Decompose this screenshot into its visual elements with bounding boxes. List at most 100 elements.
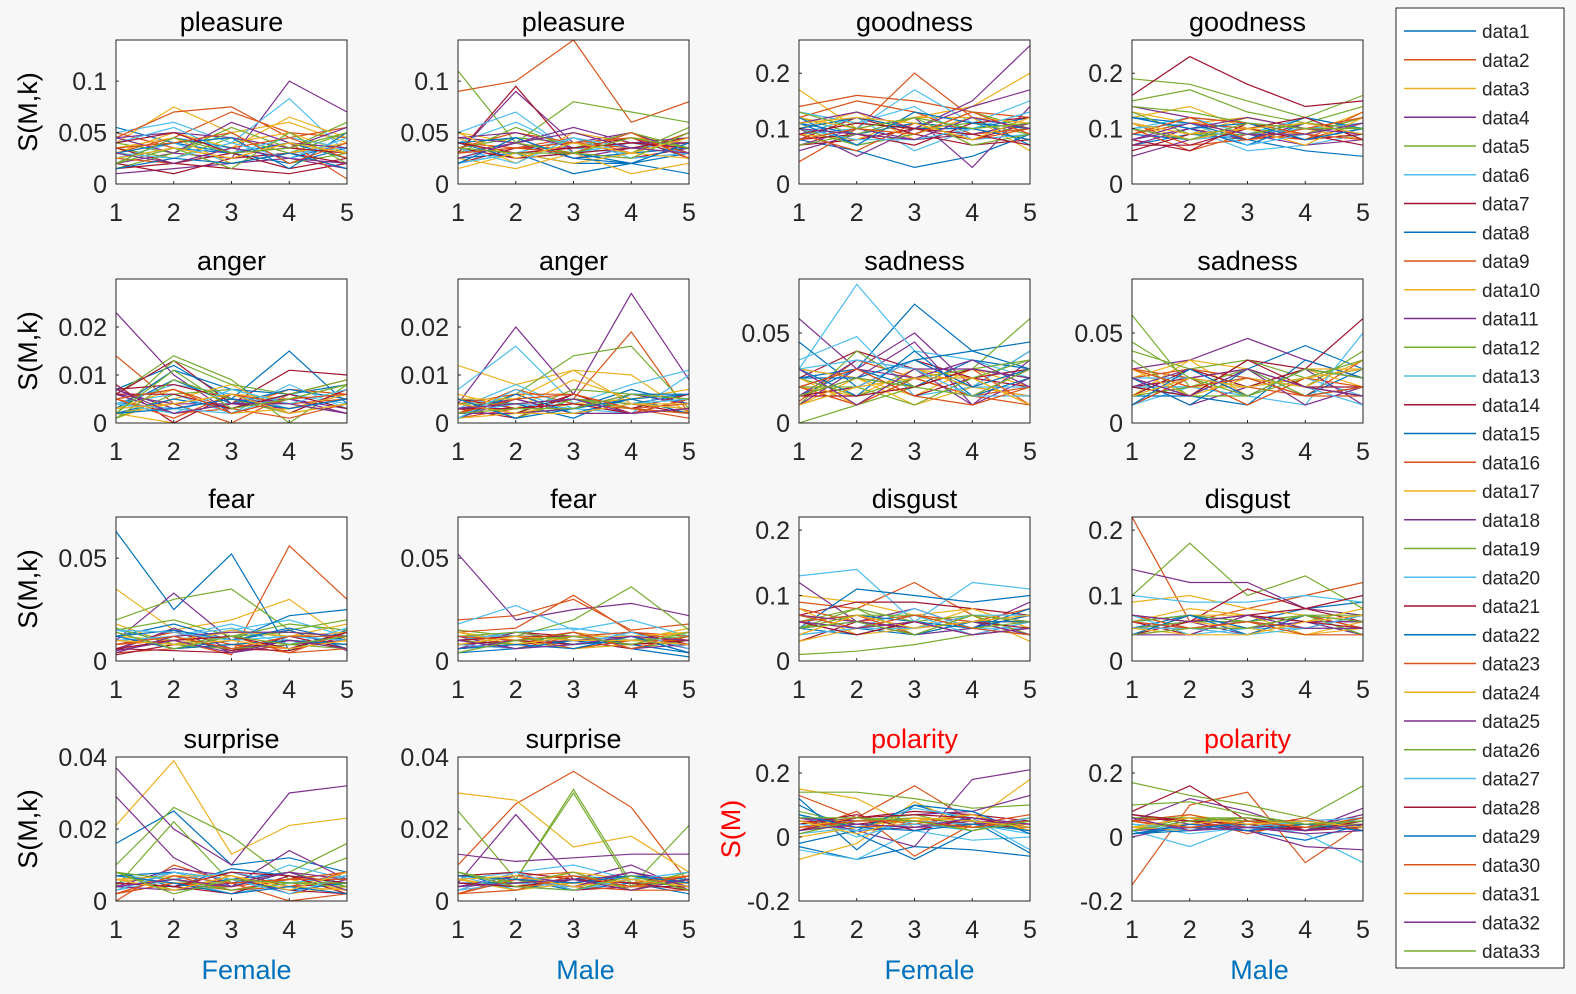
legend-label: data2 [1482,51,1530,72]
x-tick-label: 3 [1241,438,1255,466]
subplot-anger-left: 1 2 3 4 5 0 0.01 0.02 anger S(M,k) [13,246,354,466]
series-line-data31 [116,142,347,159]
series-lines [458,770,689,895]
series-line-data29 [799,111,1030,146]
x-tick-label: 3 [567,438,581,466]
x-tick-label: 3 [225,916,239,944]
legend-entry-data10: data10 [1404,281,1540,302]
x-tick-label: 3 [908,916,922,944]
x-tick-label: 2 [850,916,864,944]
x-tick-label: 5 [682,676,696,704]
legend-entry-data8: data8 [1404,223,1530,244]
subplot-title: pleasure [522,7,626,37]
legend-label: data29 [1482,827,1540,848]
x-tick-label: 1 [109,676,123,704]
series-line-data32 [799,368,1030,406]
series-line-data4 [799,769,1030,848]
legend-entry-data14: data14 [1404,396,1541,417]
series-line-data33 [116,631,347,650]
x-tick-label: 4 [1298,916,1312,944]
legend-label: data1 [1482,22,1530,43]
x-tick-label: 2 [167,199,181,227]
legend-label: data4 [1482,108,1530,129]
series-lines [458,553,689,658]
series-line-data22 [799,804,1030,844]
subplot-sadness-left: 1 2 3 4 5 0 0.05 sadness [741,246,1037,466]
x-tick-label: 4 [624,676,638,704]
subplot-title: disgust [1205,484,1291,514]
y-tick-label: 0.1 [1088,116,1123,144]
series-line-data30 [116,388,347,415]
series-lines [799,769,1030,861]
x-tick-label: 3 [567,916,581,944]
series-line-data31 [458,875,689,888]
series-line-data31 [458,132,689,159]
series-line-data33 [458,871,689,891]
series-line-data33 [1132,614,1363,636]
subplot-surprise-left: 1 2 3 4 5 0 0.02 0.04 surprise S(M,k) Female [13,724,354,985]
subplot-pleasure-right: 1 2 3 4 5 0 0.05 0.1 pleasure [400,7,696,227]
series-line-data32 [116,388,347,415]
legend-label: data28 [1482,798,1540,819]
x-tick-label: 5 [682,438,696,466]
y-tick-label: 0.2 [1088,517,1123,545]
y-tick-label: 0 [435,410,449,438]
legend-entry-data6: data6 [1404,166,1530,187]
legend-label: data21 [1482,597,1540,618]
series-line-data33 [799,368,1030,397]
series-line-data32 [1132,122,1363,141]
y-tick-label: 0 [1109,171,1123,199]
y-tick-label: 0.2 [755,60,790,88]
x-tick-label: 1 [792,676,806,704]
series-line-data5 [116,588,347,631]
subplot-polarity-left: 1 2 3 4 5 -0.2 0 0.2 polarity S(M) Female [716,724,1037,985]
series-line-data20 [116,627,347,646]
series-line-data32 [458,878,689,891]
series-line-data33 [799,817,1030,832]
x-tick-label: 4 [965,199,979,227]
legend-label: data22 [1482,626,1540,647]
legend-label: data7 [1482,195,1530,216]
x-tick-label: 4 [1298,199,1312,227]
x-tick-label: 4 [624,916,638,944]
series-line-data30 [458,393,689,414]
series-line-data32 [1132,817,1363,832]
series-line-data32 [799,621,1030,636]
x-tick-label: 5 [682,916,696,944]
subplot-title: polarity [1204,724,1292,754]
y-tick-label: 0.05 [58,545,107,573]
legend-entry-data11: data11 [1404,310,1539,331]
subplot-title: polarity [871,724,959,754]
series-line-data5 [458,791,689,888]
legend-label: data12 [1482,338,1540,359]
series-line-data32 [799,116,1030,141]
x-tick-label: 2 [167,438,181,466]
series-line-data33 [799,614,1030,636]
x-tick-label: 5 [340,199,354,227]
x-tick-label: 3 [908,676,922,704]
legend-label: data6 [1482,166,1530,187]
series-line-data1 [116,531,347,652]
series-line-data5 [1132,542,1363,610]
y-tick-label: 0.02 [58,816,107,844]
x-tick-label: 3 [225,676,239,704]
legend-label: data19 [1482,540,1540,561]
series-lines [116,531,347,656]
x-axis-label: Female [201,955,291,985]
y-tick-label: 0 [435,171,449,199]
y-tick-label: 0 [776,824,790,852]
x-tick-label: 2 [509,199,523,227]
y-axis-label: S(M,k) [13,549,43,628]
legend-label: data17 [1482,482,1540,503]
legend-entry-data9: data9 [1404,252,1530,273]
subplot-title: goodness [1189,7,1306,37]
x-tick-label: 2 [1183,438,1197,466]
series-line-data9 [799,94,1030,119]
y-tick-label: 0 [776,171,790,199]
subplot-surprise-right: 1 2 3 4 5 0 0.02 0.04 surprise Male [400,724,696,985]
y-axis-label: S(M,k) [13,72,43,151]
legend-entry-data7: data7 [1404,195,1530,216]
x-tick-label: 2 [1183,199,1197,227]
series-line-data3 [116,759,347,855]
series-lines [116,80,347,180]
